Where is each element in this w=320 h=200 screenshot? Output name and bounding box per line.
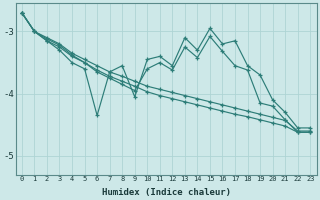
X-axis label: Humidex (Indice chaleur): Humidex (Indice chaleur) bbox=[101, 188, 231, 197]
